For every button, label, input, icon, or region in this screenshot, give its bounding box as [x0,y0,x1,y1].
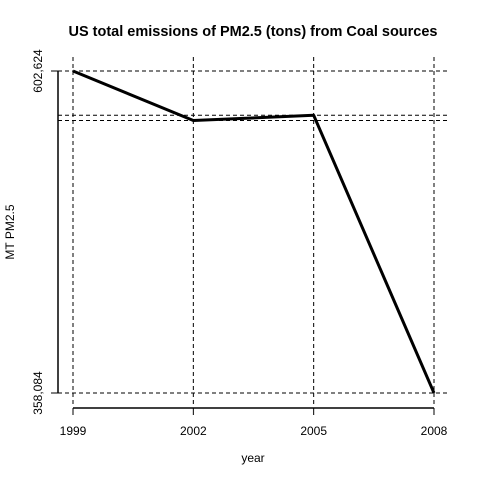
chart-title: US total emissions of PM2.5 (tons) from … [68,24,437,40]
data-point-2002 [192,120,194,122]
y-axis-label: MT PM2.5 [3,204,17,259]
series-line-0 [72,69,436,394]
x-tick-label-0: 1999 [60,424,87,438]
reference-lines [58,57,448,407]
series-layer [72,69,436,394]
x-tick-label-1: 2002 [180,424,207,438]
y-tick-label-0: 358,084 [31,371,45,415]
data-point-1999 [72,70,74,72]
axes: 358,084 602,624 1999 2002 2005 2008 [31,49,448,438]
x-tick-label-3: 2008 [421,424,448,438]
y-tick-label-1: 602,624 [31,49,45,93]
x-axis-label: year [241,451,264,465]
data-point-2008 [433,392,435,394]
x-tick-label-2: 2005 [300,424,327,438]
data-point-2005 [313,114,315,116]
